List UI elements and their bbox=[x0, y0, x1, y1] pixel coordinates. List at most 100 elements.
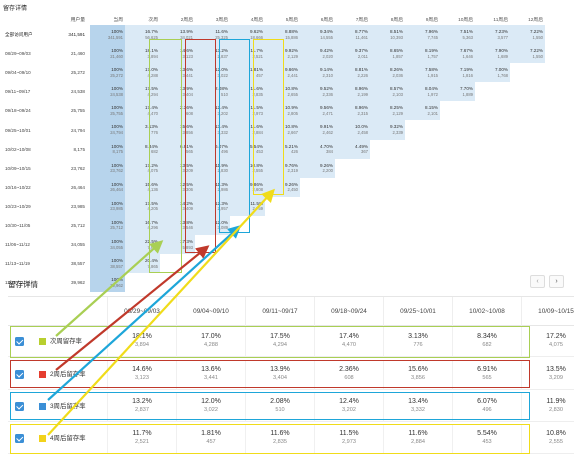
retention-percent: 13.9% bbox=[179, 86, 193, 92]
retention-cell: 17.5% 4,205 bbox=[125, 196, 160, 216]
retention-cell: 8.19% 1,757 bbox=[405, 44, 440, 64]
series-cell: 12.0% 3,022 bbox=[176, 392, 245, 422]
retention-cell: 7.23% 3,577 bbox=[475, 25, 510, 45]
retention-count: 2,011 bbox=[357, 53, 368, 59]
retention-cell: 100% 25,272 bbox=[90, 63, 125, 83]
retention-percent: 7.90% bbox=[494, 48, 508, 54]
retention-cell: 8.65% 1,857 bbox=[370, 44, 405, 64]
retention-cell: 10.8% 2,555 bbox=[230, 158, 265, 178]
retention-percent: 7.67% bbox=[459, 48, 473, 54]
retention-count: 24,794 bbox=[110, 130, 123, 136]
retention-count: 510 bbox=[221, 91, 228, 97]
next-page-button[interactable]: › bbox=[549, 275, 564, 288]
retention-percent: 100% bbox=[111, 67, 123, 73]
retention-percent: 13.2% bbox=[214, 48, 228, 54]
series-checkbox[interactable] bbox=[15, 402, 24, 411]
retention-percent: 11.6% bbox=[250, 86, 263, 92]
retention-count: 2,101 bbox=[427, 110, 438, 116]
retention-count: 2,835 bbox=[252, 91, 263, 97]
retention-count: 25,755 bbox=[110, 110, 123, 116]
retention-count: 3,123 bbox=[182, 53, 193, 59]
series-percent: 17.2% bbox=[546, 333, 566, 340]
retention-percent: 9.62% bbox=[249, 28, 263, 34]
retention-percent: 17.4% bbox=[144, 105, 158, 111]
retention-cell: 11.6% 2,835 bbox=[230, 82, 265, 102]
matrix-row: 10/02~10/08 8,175 100% 8,175 8.34% 682 6.91% 56… bbox=[3, 139, 545, 159]
cohort-label: 11/06~11/12 bbox=[5, 242, 30, 248]
series-checkbox[interactable] bbox=[15, 337, 24, 346]
retention-cell: 5.21% 426 bbox=[265, 139, 300, 159]
cohort-label: 09/18~09/24 bbox=[5, 108, 31, 114]
retention-count: 2,986 bbox=[217, 187, 228, 193]
retention-count: 3,089 bbox=[217, 225, 228, 231]
retention-count: 3,856 bbox=[182, 130, 193, 136]
retention-count: 38,557 bbox=[110, 263, 123, 269]
series-color-swatch bbox=[39, 371, 46, 378]
retention-cell: 7.19% 1,816 bbox=[440, 63, 475, 83]
matrix-row: 11/20~11/26 39,962 100% 39,962 bbox=[3, 273, 545, 293]
retention-percent: 3.13% bbox=[144, 124, 158, 130]
series-count: 3,894 bbox=[135, 342, 149, 348]
retention-percent: 2.36% bbox=[179, 105, 193, 111]
retention-percent: 8.34% bbox=[144, 143, 158, 149]
series-cell: 13.9% 3,404 bbox=[245, 360, 314, 390]
retention-percent: 8.96% bbox=[354, 105, 368, 111]
retention-percent: 7.22% bbox=[529, 28, 543, 34]
cohort-users: 24,794 bbox=[70, 127, 85, 133]
retention-cell: 9.66% 2,441 bbox=[265, 63, 300, 83]
retention-count: 2,441 bbox=[287, 72, 298, 78]
retention-percent: 8.15% bbox=[424, 105, 438, 111]
retention-count: 1,857 bbox=[392, 53, 403, 59]
retention-cell: 9.56% 2,471 bbox=[300, 101, 335, 121]
series-percent: 2.36% bbox=[339, 366, 359, 373]
retention-percent: 9.66% bbox=[284, 67, 298, 73]
retention-count: 2,199 bbox=[357, 91, 368, 97]
series-count: 3,022 bbox=[204, 407, 218, 413]
retention-percent: 11.7% bbox=[250, 48, 263, 54]
retention-count: 3,441 bbox=[182, 72, 193, 78]
retention-percent: 9.26% bbox=[319, 162, 333, 168]
series-cell: 5.54% 453 bbox=[452, 424, 521, 454]
retention-count: 2,036 bbox=[392, 72, 403, 78]
retention-cell: 13.5% 3,209 bbox=[160, 158, 195, 178]
retention-cell: 9.32% 2,339 bbox=[370, 120, 405, 140]
retention-percent: 17.0% bbox=[144, 67, 158, 73]
retention-percent: 13.9% bbox=[179, 28, 193, 34]
retention-count: 3,022 bbox=[217, 72, 228, 78]
retention-count: 2,884 bbox=[252, 130, 263, 136]
retention-percent: 100% bbox=[111, 277, 123, 283]
arrow-week3 bbox=[47, 225, 242, 401]
retention-cell: 100% 24,538 bbox=[90, 82, 125, 102]
series-cell: 6.07% 496 bbox=[452, 392, 521, 422]
arrow-week1 bbox=[55, 240, 164, 337]
retention-cell: 8.57% 2,103 bbox=[370, 82, 405, 102]
retention-count: 608 bbox=[186, 110, 193, 116]
series-checkbox[interactable] bbox=[15, 370, 24, 379]
series-percent: 6.07% bbox=[477, 398, 497, 405]
retention-percent: 7.70% bbox=[459, 86, 473, 92]
retention-count: 26,464 bbox=[110, 187, 123, 193]
matrix-header-cell: 10周后 bbox=[458, 18, 473, 23]
retention-percent: 8.77% bbox=[354, 28, 368, 34]
prev-page-button[interactable]: ‹ bbox=[530, 275, 545, 288]
retention-percent: 2.08% bbox=[214, 86, 228, 92]
retention-percent: 4.70% bbox=[319, 143, 333, 149]
retention-cell: 14.2% 3,409 bbox=[160, 196, 195, 216]
matrix-header-cell: 当周 bbox=[113, 18, 123, 23]
series-percent: 8.34% bbox=[477, 333, 497, 340]
series-percent: 13.4% bbox=[408, 398, 428, 405]
retention-cell: 12.3% 2,957 bbox=[195, 196, 230, 216]
retention-cell: 100% 24,794 bbox=[90, 120, 125, 140]
cohort-users: 26,464 bbox=[70, 184, 85, 190]
retention-cell: 11.9% 2,830 bbox=[195, 158, 230, 178]
retention-cell: 2.08% 510 bbox=[195, 82, 230, 102]
retention-cell: 13.2% 2,837 bbox=[195, 44, 230, 64]
retention-count: 2,957 bbox=[217, 206, 228, 212]
retention-percent: 100% bbox=[111, 86, 123, 92]
series-checkbox[interactable] bbox=[15, 434, 24, 443]
retention-percent: 9.56% bbox=[319, 105, 333, 111]
retention-cell: 8.96% 2,315 bbox=[335, 101, 370, 121]
matrix-row: 09/11~09/17 24,538 100% 24,538 17.5% 4,294 13.… bbox=[3, 82, 545, 102]
retention-cell: 9.26% 2,200 bbox=[300, 158, 335, 178]
series-percent: 11.7% bbox=[132, 430, 152, 437]
